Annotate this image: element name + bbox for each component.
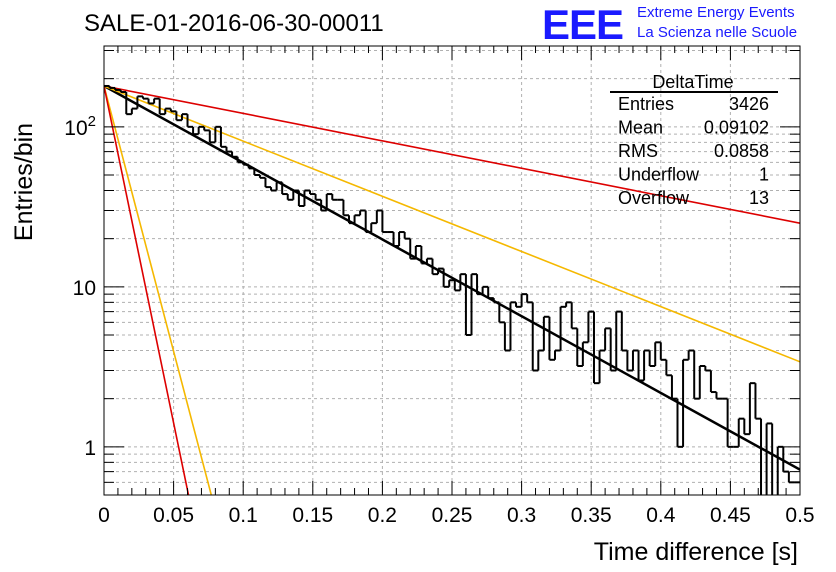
- fit-curve: [104, 85, 213, 495]
- y-tick-label: 102: [64, 113, 96, 140]
- grid-lines: [104, 46, 800, 496]
- stats-label: Underflow: [618, 165, 700, 185]
- plot-title: SALE-01-2016-06-30-00011: [84, 10, 384, 37]
- logo-line-1: Extreme Energy Events: [637, 4, 795, 21]
- x-tick-label: 0.4: [646, 504, 676, 527]
- x-tick-label: 0.35: [571, 504, 612, 527]
- y-tick-label: 10: [73, 277, 96, 300]
- stats-value: 3426: [729, 94, 769, 114]
- x-tick-label: 0.05: [153, 504, 194, 527]
- x-tick-label: 0.5: [785, 504, 814, 527]
- x-tick-label: 0.15: [292, 504, 333, 527]
- stats-label: Entries: [618, 94, 674, 114]
- y-axis-label: Entries/bin: [10, 123, 38, 241]
- fit-curve: [104, 85, 800, 363]
- fit-curve: [104, 85, 800, 224]
- x-tick-label: 0.45: [710, 504, 751, 527]
- stats-value: 13: [749, 188, 769, 208]
- x-tick-label: 0: [98, 504, 110, 527]
- stats-value: 0.0858: [714, 141, 769, 161]
- logo-line-2: La Scienza nelle Scuole: [637, 24, 798, 41]
- x-tick-label: 0.1: [229, 504, 258, 527]
- tick-labels: 0 0.05 0.1 0.15 0.2 0.25 0.3 0.35 0.4 0.45 0.5 1 10 1…: [64, 113, 814, 527]
- x-tick-label: 0.3: [507, 504, 536, 527]
- eee-logo: EEE: [542, 1, 624, 48]
- x-tick-label: 0.2: [368, 504, 397, 527]
- stats-label: Overflow: [618, 188, 690, 208]
- stats-title: DeltaTime: [652, 72, 733, 92]
- y-tick-label: 1: [84, 437, 96, 460]
- fit-curve: [104, 85, 190, 495]
- x-tick-label: 0.25: [432, 504, 473, 527]
- stats-value: 1: [759, 165, 769, 185]
- stats-value: 0.09102: [704, 118, 769, 138]
- x-axis-label: Time difference [s]: [594, 538, 798, 566]
- stats-label: RMS: [618, 141, 658, 161]
- stats-label: Mean: [618, 118, 663, 138]
- axis-ticks: [103, 46, 801, 496]
